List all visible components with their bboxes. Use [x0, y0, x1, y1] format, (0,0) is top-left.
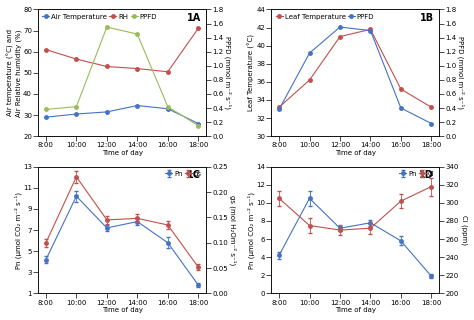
X-axis label: Time of day: Time of day [101, 307, 143, 313]
Leaf Temperature [428, 105, 434, 109]
Line: PPFD: PPFD [277, 25, 433, 125]
Y-axis label: PPFD (mmol m⁻² s⁻¹): PPFD (mmol m⁻² s⁻¹) [224, 36, 232, 109]
PPFD [43, 108, 49, 111]
Y-axis label: Ci (ppm): Ci (ppm) [461, 215, 467, 245]
Line: Air Temperature: Air Temperature [44, 104, 200, 125]
PPFD [73, 105, 79, 108]
Line: Leaf Temperature: Leaf Temperature [277, 28, 433, 109]
PPFD [104, 25, 109, 29]
RH [135, 67, 140, 70]
RH [43, 48, 49, 52]
Legend: Leaf Temperature, PPFD: Leaf Temperature, PPFD [273, 11, 377, 22]
PPFD [337, 25, 343, 29]
Text: 1D: 1D [419, 171, 434, 180]
RH [104, 65, 109, 68]
Legend: Pn, gs: Pn, gs [162, 168, 204, 180]
Legend: Air Temperature, RH, PPFD: Air Temperature, RH, PPFD [40, 11, 160, 22]
Y-axis label: PPFD (mmol m⁻² s⁻¹): PPFD (mmol m⁻² s⁻¹) [457, 36, 465, 109]
Line: PPFD: PPFD [44, 25, 200, 127]
Text: 1C: 1C [187, 171, 201, 180]
PPFD [135, 32, 140, 36]
Air Temperature [43, 115, 49, 119]
Leaf Temperature [398, 87, 404, 91]
Air Temperature [73, 112, 79, 116]
Leaf Temperature [368, 28, 374, 31]
Text: 1B: 1B [420, 13, 434, 23]
Y-axis label: Leaf Temperature (°C): Leaf Temperature (°C) [247, 34, 255, 111]
RH [165, 70, 171, 74]
Leaf Temperature [307, 78, 312, 82]
RH [73, 57, 79, 61]
PPFD [195, 124, 201, 128]
Air Temperature [195, 122, 201, 125]
PPFD [165, 105, 171, 108]
PPFD [368, 29, 374, 33]
Line: RH: RH [44, 27, 200, 74]
Text: 1A: 1A [187, 13, 201, 23]
Air Temperature [104, 110, 109, 114]
PPFD [428, 122, 434, 125]
PPFD [307, 51, 312, 55]
Y-axis label: Pn (μmol CO₂ m⁻² s⁻¹): Pn (μmol CO₂ m⁻² s⁻¹) [247, 192, 255, 268]
Y-axis label: Pn (μmol CO₂ m⁻² s⁻¹): Pn (μmol CO₂ m⁻² s⁻¹) [14, 192, 22, 268]
PPFD [398, 106, 404, 110]
RH [195, 27, 201, 30]
PPFD [276, 108, 282, 111]
X-axis label: Time of day: Time of day [101, 150, 143, 156]
Leaf Temperature [276, 105, 282, 109]
Air Temperature [135, 104, 140, 108]
Legend: Pn, Ci: Pn, Ci [397, 168, 438, 180]
Y-axis label: gs (mol H₂Om⁻² s⁻¹): gs (mol H₂Om⁻² s⁻¹) [228, 195, 236, 265]
Leaf Temperature [337, 35, 343, 38]
X-axis label: Time of day: Time of day [335, 150, 376, 156]
Y-axis label: Air temperature (°C) and
Air Relative humidity (%): Air temperature (°C) and Air Relative hu… [7, 29, 22, 116]
Air Temperature [165, 107, 171, 111]
X-axis label: Time of day: Time of day [335, 307, 376, 313]
